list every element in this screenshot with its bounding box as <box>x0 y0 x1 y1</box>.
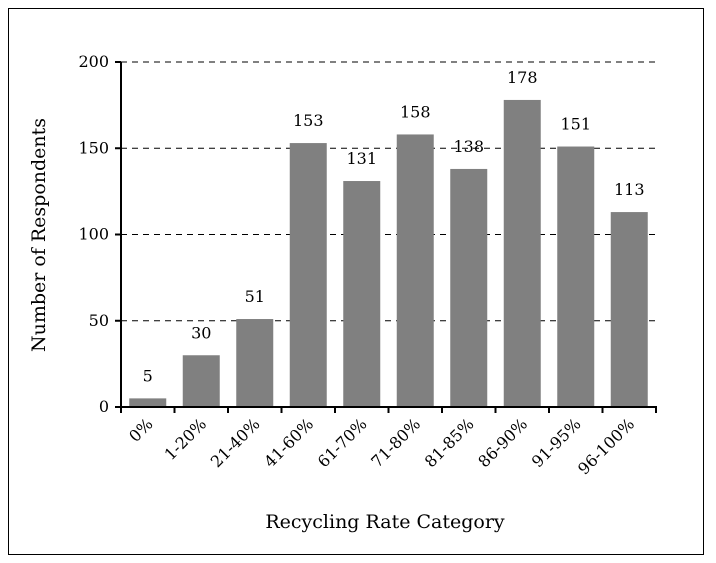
x-tick-label: 21-40% <box>207 414 264 471</box>
bar <box>289 143 327 407</box>
x-tick-label: 86-90% <box>474 414 531 471</box>
x-tick-label: 71-80% <box>367 414 424 471</box>
y-tick-label: 100 <box>78 225 109 244</box>
y-tick-labels: 0 50 100 150 200 <box>78 52 109 416</box>
data-label: 5 <box>143 366 153 385</box>
y-tick-label: 150 <box>78 138 109 157</box>
bar <box>129 398 167 407</box>
bar <box>450 168 488 407</box>
bar <box>557 146 595 407</box>
x-tick-label: 41-60% <box>260 414 317 471</box>
bar <box>236 319 274 407</box>
data-label: 138 <box>453 137 484 156</box>
x-tick-label: 81-85% <box>421 414 478 471</box>
bar <box>182 355 220 407</box>
x-tick-label: 96-100% <box>574 414 638 478</box>
x-tick-labels: 0% 1-20%21-40%41-60%61-70%71-80%81-85%86-… <box>125 414 638 478</box>
data-label: 178 <box>507 68 538 87</box>
y-tick-label: 50 <box>89 311 109 330</box>
data-label: 30 <box>191 323 211 342</box>
bar <box>343 181 381 407</box>
bars <box>129 99 648 407</box>
y-tick-label: 0 <box>99 397 109 416</box>
data-label: 158 <box>400 102 431 121</box>
y-tick-label: 200 <box>78 52 109 71</box>
bar <box>503 99 541 407</box>
x-tick-label: 1-20% <box>160 414 210 464</box>
data-label: 131 <box>346 149 377 168</box>
bar <box>396 134 434 407</box>
x-tick-label: 0% <box>125 414 156 445</box>
data-label: 113 <box>614 180 645 199</box>
data-labels: 5 30 51 153 131 158 138 178 151 113 <box>143 68 645 385</box>
data-label: 151 <box>560 115 591 134</box>
x-tick-label: 61-70% <box>314 414 371 471</box>
bar <box>610 212 648 407</box>
y-axis-title: Number of Respondents <box>28 118 50 352</box>
data-label: 153 <box>293 111 324 130</box>
x-axis-title: Recycling Rate Category <box>265 511 505 533</box>
data-label: 51 <box>245 287 265 306</box>
axes <box>115 61 657 413</box>
